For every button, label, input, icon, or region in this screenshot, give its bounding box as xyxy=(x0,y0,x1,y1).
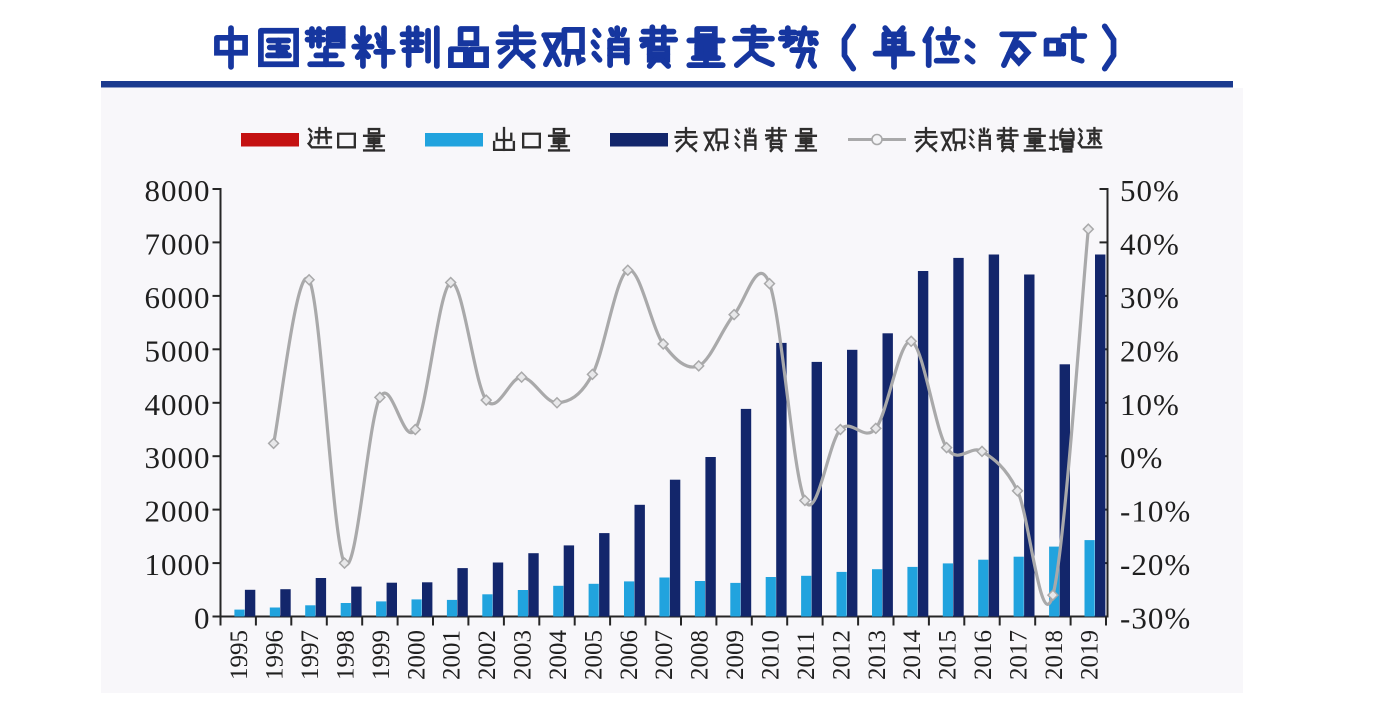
svg-text:2008: 2008 xyxy=(687,630,714,680)
svg-text:5000: 5000 xyxy=(145,333,211,368)
svg-text:2007: 2007 xyxy=(651,630,678,680)
svg-text:2001: 2001 xyxy=(439,630,466,680)
svg-text:2000: 2000 xyxy=(145,494,211,529)
svg-text:20%: 20% xyxy=(1120,333,1180,368)
svg-text:4000: 4000 xyxy=(145,387,211,422)
svg-text:3000: 3000 xyxy=(145,440,211,475)
svg-text:2009: 2009 xyxy=(722,630,749,680)
svg-text:2016: 2016 xyxy=(970,630,997,680)
svg-text:1998: 1998 xyxy=(333,630,360,680)
svg-text:2006: 2006 xyxy=(616,630,643,680)
svg-text:-30%: -30% xyxy=(1120,601,1191,636)
svg-text:1999: 1999 xyxy=(368,630,395,680)
svg-text:-20%: -20% xyxy=(1120,547,1191,582)
svg-text:30%: 30% xyxy=(1120,280,1180,315)
svg-text:2002: 2002 xyxy=(474,630,501,680)
svg-text:2005: 2005 xyxy=(580,630,607,680)
svg-text:6000: 6000 xyxy=(145,280,211,315)
svg-text:2003: 2003 xyxy=(510,630,537,680)
svg-text:2000: 2000 xyxy=(403,630,430,680)
svg-text:1000: 1000 xyxy=(145,547,211,582)
svg-text:0: 0 xyxy=(194,601,211,636)
svg-text:2013: 2013 xyxy=(864,630,891,680)
svg-text:2018: 2018 xyxy=(1041,630,1068,680)
svg-text:1997: 1997 xyxy=(297,630,324,680)
svg-text:10%: 10% xyxy=(1120,387,1180,422)
svg-text:50%: 50% xyxy=(1120,173,1180,208)
svg-text:2019: 2019 xyxy=(1076,630,1103,680)
svg-text:1996: 1996 xyxy=(262,630,289,680)
svg-text:2017: 2017 xyxy=(1006,630,1033,680)
svg-text:1995: 1995 xyxy=(226,630,253,680)
svg-text:0%: 0% xyxy=(1120,440,1163,475)
svg-text:2012: 2012 xyxy=(828,630,855,680)
svg-text:2011: 2011 xyxy=(793,631,820,680)
svg-text:40%: 40% xyxy=(1120,226,1180,261)
svg-text:2004: 2004 xyxy=(545,630,572,681)
svg-text:-10%: -10% xyxy=(1120,494,1191,529)
svg-text:7000: 7000 xyxy=(145,226,211,261)
svg-text:8000: 8000 xyxy=(145,173,211,208)
svg-text:2014: 2014 xyxy=(899,630,926,681)
svg-text:2010: 2010 xyxy=(758,630,785,680)
svg-text:2015: 2015 xyxy=(935,630,962,680)
